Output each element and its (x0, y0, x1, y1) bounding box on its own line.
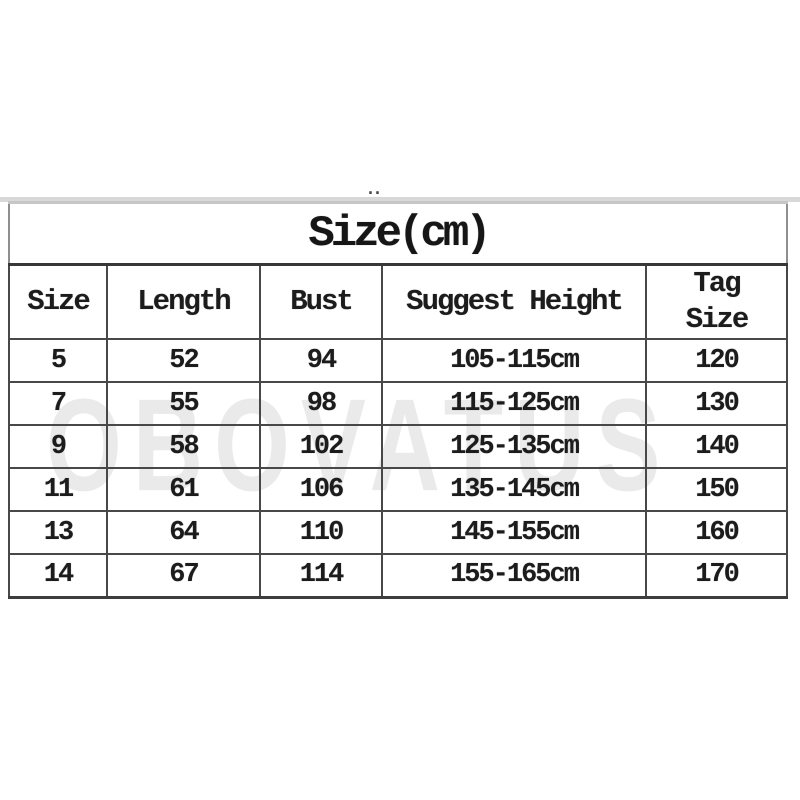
table-cell: 110 (259, 510, 383, 555)
table-cell: 11 (8, 467, 108, 512)
column-header-bust: Bust (259, 263, 383, 340)
table-cell: 160 (644, 510, 789, 555)
table-cell: 7 (8, 381, 108, 426)
column-header-tag-size: Tag Size (644, 263, 789, 340)
table-row: 9 58 102 125-135cm 140 (8, 424, 789, 469)
table-cell: 115-125cm (381, 381, 647, 426)
table-cell: 145-155cm (381, 510, 647, 555)
table-title-row: Size(cm) (9, 202, 788, 266)
table-row: 11 61 106 135-145cm 150 (8, 467, 789, 512)
table-cell: 94 (259, 338, 383, 383)
table-cell: 105-115cm (381, 338, 647, 383)
top-divider-strip (0, 197, 800, 202)
size-chart-table: Size(cm) Size Length Bust Suggest Height… (8, 201, 789, 599)
table-cell: 155-165cm (381, 553, 647, 598)
table-cell: 98 (259, 381, 383, 426)
table-cell: 55 (106, 381, 261, 426)
table-row: 13 64 110 145-155cm 160 (8, 510, 789, 555)
column-header-length: Length (106, 263, 261, 340)
stray-artifact-mark: .. (368, 178, 383, 198)
table-row: 5 52 94 105-115cm 120 (8, 338, 789, 383)
table-cell: 106 (259, 467, 383, 512)
table-cell: 67 (106, 553, 261, 598)
table-cell: 102 (259, 424, 383, 469)
table-cell: 130 (644, 381, 789, 426)
table-cell: 61 (106, 467, 261, 512)
table-cell: 125-135cm (381, 424, 647, 469)
column-header-size: Size (8, 263, 108, 340)
table-title: Size(cm) (9, 202, 788, 266)
table-cell: 140 (644, 424, 789, 469)
table-cell: 114 (259, 553, 383, 598)
table-cell: 64 (106, 510, 261, 555)
table-cell: 58 (106, 424, 261, 469)
table-cell: 150 (644, 467, 789, 512)
table-cell: 170 (644, 553, 789, 598)
table-header-row: Size Length Bust Suggest Height Tag Size (8, 263, 789, 340)
table-row: 14 67 114 155-165cm 170 (8, 553, 789, 598)
table-row: 7 55 98 115-125cm 130 (8, 381, 789, 426)
table-cell: 135-145cm (381, 467, 647, 512)
table-cell: 5 (8, 338, 108, 383)
table-cell: 52 (106, 338, 261, 383)
table-cell: 120 (644, 338, 789, 383)
table-cell: 13 (8, 510, 108, 555)
column-header-suggest-height: Suggest Height (381, 263, 647, 340)
table-cell: 14 (8, 553, 108, 598)
table-cell: 9 (8, 424, 108, 469)
